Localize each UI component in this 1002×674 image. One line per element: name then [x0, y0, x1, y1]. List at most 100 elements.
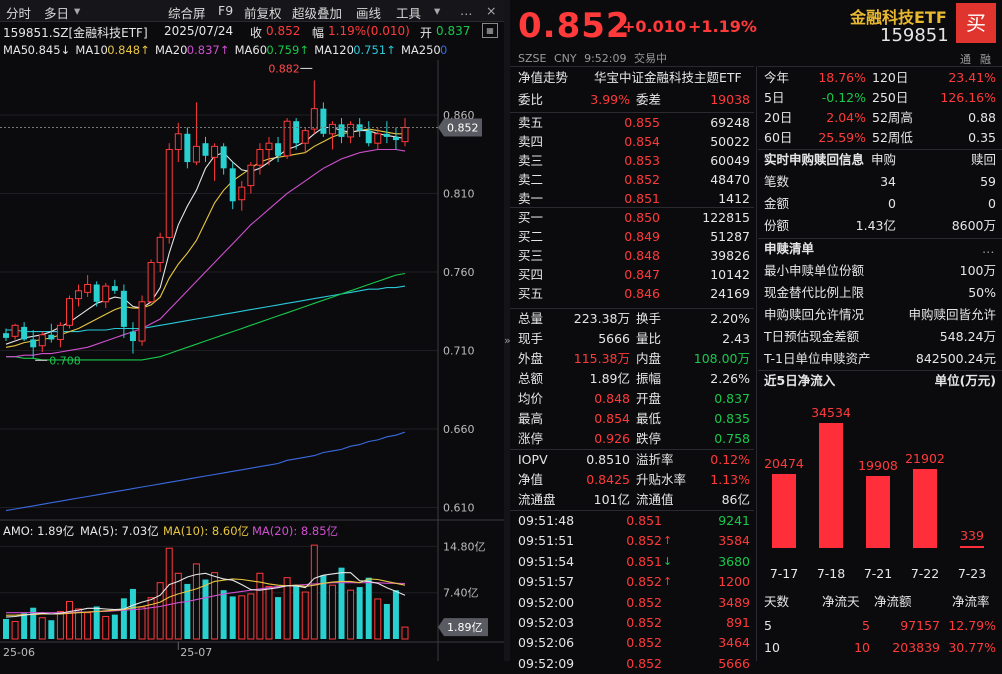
volume-bar[interactable] — [374, 598, 382, 640]
candle-body[interactable] — [165, 148, 173, 238]
volume-bar[interactable] — [275, 597, 282, 639]
tab-intraday[interactable]: 分时 — [6, 6, 32, 21]
nav-trend-link[interactable]: 净值走势 — [518, 70, 569, 85]
book-price[interactable]: 0.846 — [624, 286, 660, 301]
candle-body[interactable] — [238, 186, 246, 201]
candle-body[interactable] — [184, 133, 191, 163]
volume-bar[interactable] — [21, 613, 28, 639]
candle-body[interactable] — [401, 127, 409, 143]
volume-bar[interactable] — [11, 620, 19, 640]
composite-screen-button[interactable]: 综合屏 — [168, 6, 206, 21]
book-price[interactable]: 0.854 — [624, 134, 660, 149]
volume-bar[interactable] — [401, 626, 409, 640]
candle-body[interactable] — [192, 145, 200, 163]
flow-bar[interactable] — [819, 423, 843, 548]
candle-body[interactable] — [275, 143, 282, 156]
volume-bar[interactable] — [156, 582, 164, 640]
candle-body[interactable] — [120, 290, 127, 327]
volume-bar[interactable] — [174, 572, 182, 640]
close-icon[interactable]: × — [486, 3, 497, 18]
volume-bar[interactable] — [165, 547, 173, 640]
candle-body[interactable] — [310, 108, 318, 130]
volume-bar[interactable] — [48, 620, 55, 639]
candle-body[interactable] — [84, 284, 92, 293]
tools-button[interactable]: 工具 — [396, 6, 422, 21]
book-price[interactable]: 0.852 — [624, 172, 660, 187]
book-price[interactable]: 0.851 — [624, 191, 660, 206]
margin-icon[interactable]: 通 — [960, 53, 971, 66]
panel-divider[interactable]: » — [504, 0, 511, 661]
flow-bar[interactable] — [772, 474, 796, 548]
candle-body[interactable] — [347, 123, 355, 138]
more-icon[interactable]: … — [460, 3, 473, 18]
candle-body[interactable] — [202, 143, 209, 156]
candle-body[interactable] — [247, 164, 255, 187]
super-overlay-button[interactable]: 超级叠加 — [292, 6, 343, 21]
volume-bar[interactable] — [320, 575, 327, 639]
volume-bar[interactable] — [129, 588, 136, 639]
collapse-arrow-icon[interactable]: » — [504, 334, 511, 347]
candle-body[interactable] — [75, 290, 83, 300]
candle-body[interactable] — [356, 124, 363, 131]
volume-bar[interactable] — [347, 589, 355, 640]
chevron-down-icon[interactable]: ▾ — [74, 3, 81, 18]
book-price[interactable]: 0.847 — [624, 267, 660, 282]
flow-bar[interactable] — [913, 468, 937, 548]
candle-body[interactable] — [229, 168, 236, 202]
candle-body[interactable] — [129, 331, 136, 342]
candle-body[interactable] — [211, 145, 219, 158]
volume-bar[interactable] — [383, 603, 390, 639]
candle-body[interactable] — [365, 130, 372, 144]
draw-line-button[interactable]: 画线 — [356, 6, 382, 21]
candle-body[interactable] — [320, 108, 327, 134]
candle-body[interactable] — [283, 120, 291, 157]
candle-body[interactable] — [265, 142, 273, 150]
volume-bar[interactable] — [365, 577, 372, 639]
book-price[interactable]: 0.850 — [624, 210, 660, 225]
volume-bar[interactable] — [293, 585, 300, 639]
book-price[interactable]: 0.853 — [624, 153, 660, 168]
candle-body[interactable] — [21, 326, 28, 340]
candle-body[interactable] — [293, 121, 300, 144]
candle-body[interactable] — [65, 298, 73, 326]
tools-chevron-icon[interactable]: ▾ — [434, 3, 441, 18]
volume-bar[interactable] — [392, 590, 399, 639]
volume-bar[interactable] — [38, 617, 46, 640]
volume-bar[interactable] — [65, 600, 73, 640]
volume-bar[interactable] — [30, 607, 37, 639]
candle-body[interactable] — [383, 133, 390, 137]
volume-bar[interactable] — [220, 590, 227, 639]
tab-multiday[interactable]: 多日 — [44, 6, 70, 21]
volume-bar[interactable] — [256, 572, 264, 640]
volume-bar[interactable] — [84, 612, 92, 640]
volume-bar[interactable] — [120, 598, 127, 639]
redeem-more-icon[interactable]: … — [982, 241, 995, 256]
candle-body[interactable] — [174, 133, 182, 150]
volume-bar[interactable] — [229, 596, 236, 639]
candle-body[interactable] — [38, 334, 46, 347]
book-price[interactable]: 0.848 — [624, 248, 660, 263]
book-price[interactable]: 0.855 — [624, 115, 660, 130]
volume-bar[interactable] — [93, 606, 100, 639]
volume-bar[interactable] — [192, 563, 200, 640]
volume-bar[interactable] — [75, 608, 83, 640]
volume-bar[interactable] — [247, 593, 255, 640]
f9-button[interactable]: F9 — [218, 3, 234, 18]
volume-bar[interactable] — [301, 591, 309, 640]
volume-bar[interactable] — [202, 579, 209, 639]
book-price[interactable]: 0.849 — [624, 229, 660, 244]
volume-bar[interactable] — [184, 583, 191, 639]
candle-body[interactable] — [392, 136, 399, 141]
export-icon[interactable]: ▦ — [482, 23, 498, 38]
candle-body[interactable] — [111, 286, 118, 291]
volume-bar[interactable] — [111, 614, 118, 639]
volume-bar[interactable] — [356, 587, 363, 639]
volume-bar[interactable] — [283, 577, 291, 640]
buy-badge[interactable]: 买 — [956, 3, 996, 43]
candle-body[interactable] — [338, 124, 345, 137]
candle-body[interactable] — [147, 262, 155, 303]
financing-icon[interactable]: 融 — [980, 53, 991, 66]
candle-body[interactable] — [102, 285, 110, 303]
volume-bar[interactable] — [56, 610, 64, 640]
candle-body[interactable] — [328, 123, 336, 135]
